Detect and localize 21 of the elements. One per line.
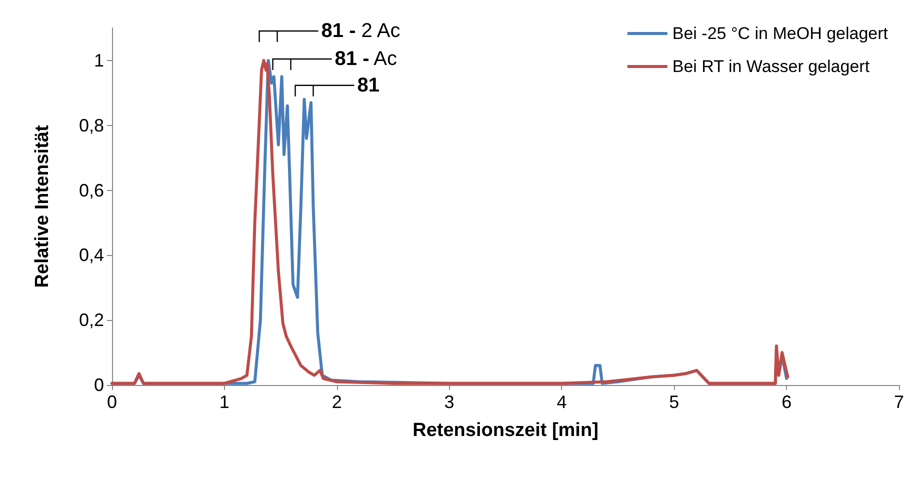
legend-label: Bei RT in Wasser gelagert: [672, 57, 870, 76]
x-tick-label: 3: [444, 392, 454, 412]
x-tick-label: 4: [556, 392, 567, 412]
y-tick-label: 0,4: [78, 245, 104, 266]
annotation: 81: [357, 74, 380, 96]
x-tick-label: 7: [894, 392, 904, 412]
y-tick-label: 0,6: [78, 180, 104, 200]
y-tick-label: 1: [94, 50, 104, 70]
x-tick-label: 2: [332, 392, 342, 412]
x-tick-label: 6: [782, 392, 792, 412]
y-tick-label: 0: [94, 375, 104, 395]
x-tick-label: 0: [106, 392, 118, 412]
annotation: 81 - Ac: [334, 48, 398, 70]
x-tick-label: 5: [669, 392, 680, 412]
x-axis-title: Retensionszeit [min]: [412, 420, 598, 441]
y-tick-label: 0,2: [78, 310, 104, 330]
y-tick-label: 0,8: [78, 115, 104, 136]
y-axis-title: Relative Intensität: [32, 124, 53, 288]
legend-label: Bei -25 °C in MeOH gelagert: [672, 24, 888, 43]
annotation: 81 - 2 Ac: [321, 20, 400, 42]
x-tick-label: 1: [219, 392, 230, 412]
